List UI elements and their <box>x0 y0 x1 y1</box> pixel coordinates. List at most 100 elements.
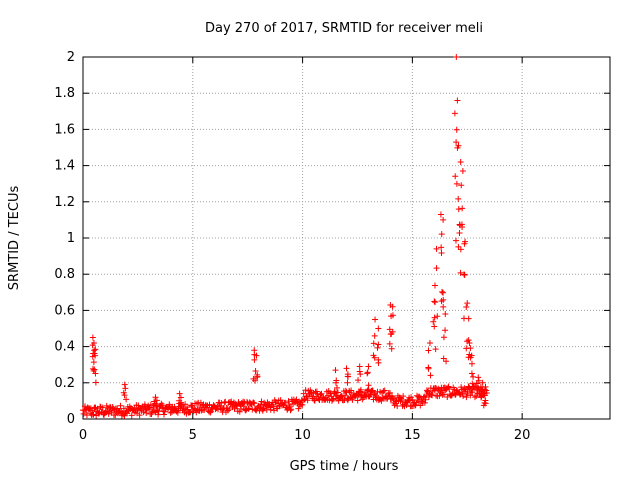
data-point <box>240 403 247 410</box>
data-point <box>153 401 160 408</box>
data-point <box>432 299 439 306</box>
axis-ticks: 0 5 10 15 20 0 0.2 0.4 0.6 0.8 1 1.2 1.4 1.6 1.8 2 <box>54 50 610 443</box>
data-point <box>461 385 468 392</box>
data-point <box>258 398 265 405</box>
data-point <box>464 300 471 307</box>
data-point <box>154 407 161 414</box>
data-point <box>462 238 469 245</box>
data-point <box>253 374 260 381</box>
data-point <box>403 402 410 409</box>
data-point <box>156 403 163 410</box>
data-point <box>436 392 443 399</box>
data-point <box>155 411 162 418</box>
data-point <box>453 180 460 187</box>
data-point <box>193 400 200 407</box>
data-point <box>365 392 372 399</box>
data-point <box>267 406 274 413</box>
data-point <box>445 383 452 390</box>
data-point <box>371 332 378 339</box>
data-point <box>287 407 294 414</box>
data-point <box>151 400 158 407</box>
x-tick-label: 10 <box>294 428 311 443</box>
data-point <box>386 389 393 396</box>
data-point <box>460 392 467 399</box>
data-point <box>440 355 447 362</box>
data-point <box>463 394 470 401</box>
data-point <box>430 318 437 325</box>
data-point <box>465 315 472 322</box>
data-point <box>224 407 231 414</box>
data-point <box>474 390 481 397</box>
data-point <box>457 158 464 165</box>
data-point <box>296 398 303 405</box>
data-point <box>218 400 225 407</box>
data-point <box>90 339 97 346</box>
data-point <box>431 298 438 305</box>
data-point <box>478 394 485 401</box>
data-point <box>439 288 446 295</box>
data-point <box>386 326 393 333</box>
data-point <box>128 412 135 419</box>
x-axis-label: GPS time / hours <box>290 459 399 474</box>
data-point <box>161 408 168 415</box>
data-point <box>431 282 438 289</box>
data-point <box>161 411 168 418</box>
data-point <box>413 399 420 406</box>
data-point <box>338 393 345 400</box>
data-point <box>334 389 341 396</box>
data-point <box>123 396 130 403</box>
data-point <box>397 398 404 405</box>
data-point <box>159 402 166 409</box>
data-point <box>457 269 464 276</box>
data-point <box>147 401 154 408</box>
data-point <box>178 399 185 406</box>
data-point <box>425 347 432 354</box>
data-point <box>482 383 489 390</box>
data-point <box>349 396 356 403</box>
data-point <box>437 211 444 218</box>
data-point <box>479 379 486 386</box>
data-point <box>134 406 141 413</box>
data-point <box>440 303 447 310</box>
x-tick-label: 20 <box>514 428 531 443</box>
data-point <box>122 385 129 392</box>
data-point <box>329 396 336 403</box>
data-point <box>187 409 194 416</box>
data-point <box>400 393 407 400</box>
data-point <box>152 394 159 401</box>
data-point <box>459 205 466 212</box>
data-point <box>173 408 180 415</box>
data-point <box>90 359 97 366</box>
data-point <box>145 405 152 412</box>
y-tick-label: 1.2 <box>54 195 75 210</box>
data-point <box>455 195 462 202</box>
data-point <box>332 367 339 374</box>
data-point <box>379 394 386 401</box>
data-point <box>468 370 475 377</box>
data-point <box>442 311 449 318</box>
data-point <box>425 364 432 371</box>
data-points <box>80 54 490 419</box>
data-point <box>471 394 478 401</box>
data-point <box>372 316 379 323</box>
data-point <box>468 360 475 367</box>
data-point <box>365 363 372 370</box>
data-point <box>457 246 464 253</box>
data-point <box>423 387 430 394</box>
data-point <box>171 403 178 410</box>
data-point <box>81 403 88 410</box>
data-point <box>461 271 468 278</box>
data-point <box>375 359 382 366</box>
data-point <box>277 397 284 404</box>
data-point <box>136 412 143 419</box>
data-point <box>458 221 465 228</box>
data-point <box>452 237 459 244</box>
data-point <box>90 367 97 374</box>
data-point <box>440 334 447 341</box>
data-point <box>475 374 482 381</box>
data-point <box>453 139 460 146</box>
data-point <box>251 400 258 407</box>
y-tick-label: 1.8 <box>54 86 75 101</box>
data-point <box>299 401 306 408</box>
